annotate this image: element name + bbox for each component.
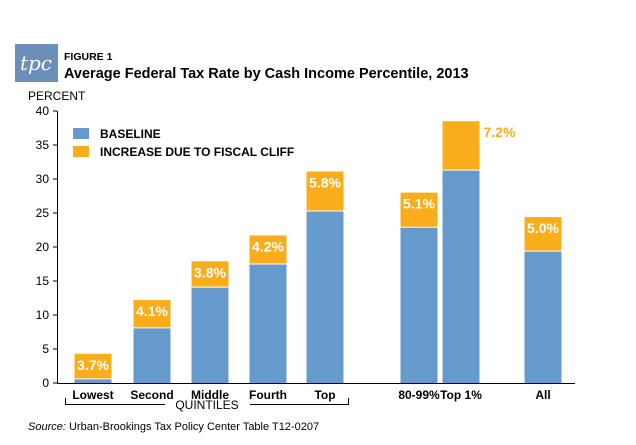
bar-increase (400, 192, 438, 228)
bar-baseline (74, 378, 112, 383)
x-category-label: Top 1% (440, 388, 482, 402)
y-tick-label: 20 (36, 240, 50, 254)
x-category-label: Fourth (249, 388, 287, 402)
bar-data-label: 4.2% (252, 238, 284, 254)
quintiles-bracket-line (65, 398, 349, 405)
bar-increase (442, 121, 480, 171)
y-tick-label: 15 (36, 274, 50, 288)
quintiles-label: QUINTILES (175, 398, 238, 412)
bar-data-label: 5.8% (309, 175, 341, 191)
bar-baseline (400, 227, 438, 383)
bar-increase (306, 171, 344, 211)
x-category-label: Lowest (72, 388, 113, 402)
bar-increase (524, 217, 562, 252)
tpc-logo: tpc (15, 44, 58, 82)
x-category-label: Middle (191, 388, 229, 402)
source-text: Urban-Brookings Tax Policy Center Table … (66, 421, 319, 433)
logo-background (15, 44, 58, 82)
x-category-label: 80-99% (398, 388, 440, 402)
legend: BASELINE INCREASE DUE TO FISCAL CLIFF (73, 127, 294, 159)
bar-baseline (442, 170, 480, 383)
bar-baseline (524, 251, 562, 383)
bar-data-label: 3.7% (77, 357, 109, 373)
y-axis-label: PERCENT (28, 89, 86, 103)
bar-baseline (249, 264, 287, 383)
y-tick-label: 0 (42, 376, 49, 390)
bar-data-label: 4.1% (136, 303, 168, 319)
category-labels: Lowest Second Middle Fourth Top 80-99% Top 1% A… (72, 388, 550, 402)
x-category-label: All (535, 388, 550, 402)
bar-increase (74, 353, 112, 379)
bar-baseline (191, 287, 229, 383)
legend-swatch-baseline (73, 128, 89, 139)
x-category-label: Top (314, 388, 335, 402)
legend-label-increase: INCREASE DUE TO FISCAL CLIFF (100, 145, 294, 159)
y-tick-label: 40 (36, 104, 50, 118)
y-tick-label: 5 (42, 342, 49, 356)
bar-data-label: 5.0% (527, 220, 559, 236)
bar-data-label: 7.2% (484, 124, 516, 140)
x-category-label: Second (130, 388, 173, 402)
bar-increase (249, 235, 287, 264)
bar-data-label: 5.1% (403, 196, 435, 212)
quintiles-bracket: QUINTILES (65, 398, 349, 412)
legend-label-baseline: BASELINE (100, 127, 161, 141)
source-prefix: Source: (28, 421, 66, 433)
y-tick-label: 30 (36, 172, 50, 186)
bar-baseline (306, 210, 344, 383)
bar-increase (133, 300, 171, 328)
bar-increase (191, 261, 229, 288)
y-tick-label: 35 (36, 138, 50, 152)
bars: 3.7% 4.1% 3.8% 4.2% 5.8% 5.1% 7.2% 5.0% (74, 121, 562, 383)
bar-data-label: 3.8% (194, 264, 226, 280)
bar-baseline (133, 327, 171, 383)
y-ticks: 0 5 10 15 20 25 30 35 40 (36, 104, 57, 390)
chart-title: Average Federal Tax Rate by Cash Income … (64, 66, 469, 82)
source-note: Source: Urban-Brookings Tax Policy Cente… (28, 421, 319, 433)
y-tick-label: 10 (36, 308, 50, 322)
logo-text: tpc (20, 51, 52, 75)
figure-label: FIGURE 1 (64, 51, 113, 63)
y-tick-label: 25 (36, 206, 50, 220)
legend-swatch-increase (73, 146, 89, 157)
